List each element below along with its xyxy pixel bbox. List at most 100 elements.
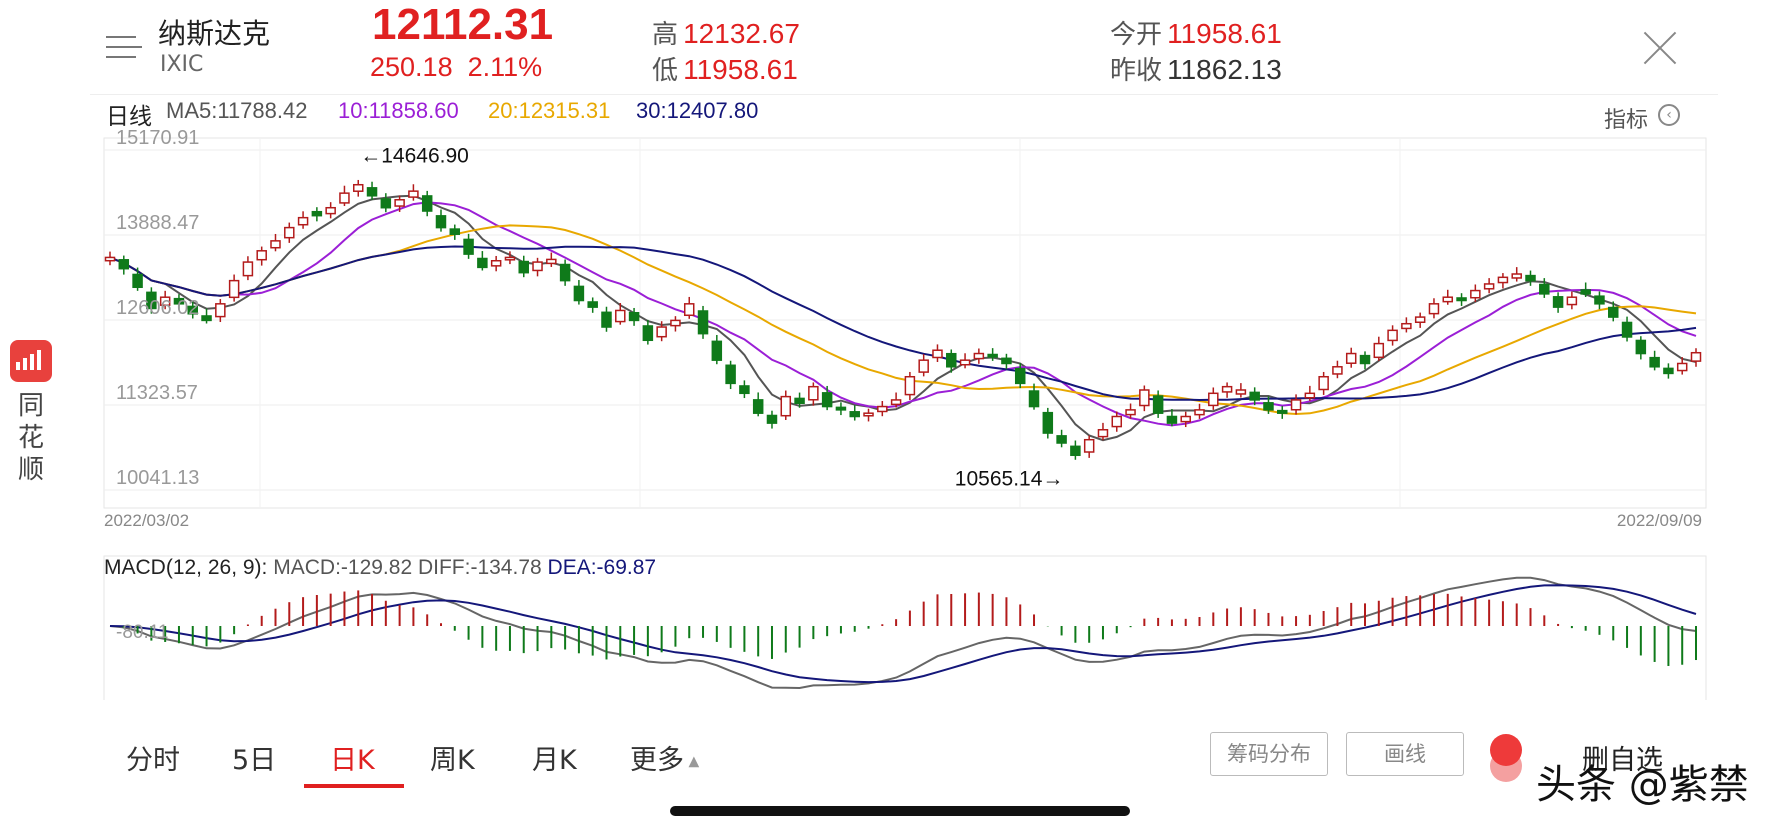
- candle-body: [1456, 297, 1467, 302]
- y-tick-label: 13888.47: [116, 212, 199, 234]
- candle-body: [1097, 429, 1109, 438]
- dea-line: [109, 584, 1697, 684]
- candle-body: [215, 303, 226, 318]
- candle-body: [1304, 392, 1316, 399]
- ma10-line: [109, 201, 1697, 427]
- sidebar-label: 同花顺: [17, 391, 44, 485]
- candle-body: [490, 259, 502, 267]
- chevron-left-icon[interactable]: ‹: [1658, 104, 1680, 126]
- candle-body: [1511, 273, 1522, 279]
- candle-body: [656, 326, 667, 338]
- candle-body: [1649, 356, 1660, 368]
- record-icon[interactable]: [1490, 734, 1522, 766]
- candle-body: [132, 273, 143, 289]
- candle-body: [904, 375, 916, 396]
- index-name: 纳斯达克: [158, 17, 271, 50]
- candle-body: [835, 406, 847, 411]
- price-change: 250.18 2.11%: [370, 52, 542, 83]
- candle-body: [628, 311, 640, 322]
- candle-body: [1014, 367, 1026, 385]
- low-annotation: 10565.14→: [955, 467, 1064, 490]
- candle-body: [1635, 339, 1647, 355]
- candle-body: [394, 199, 405, 207]
- candle-body: [1497, 276, 1509, 284]
- tab-intraday[interactable]: 分时: [126, 745, 180, 776]
- candle-body: [559, 263, 571, 282]
- tab-5day[interactable]: 5日: [232, 745, 277, 776]
- candle-body: [932, 349, 943, 359]
- candle-body: [808, 385, 819, 401]
- candle-body: [1235, 389, 1247, 395]
- candle-body: [1387, 329, 1398, 342]
- open-stat: 今开 11958.61: [1110, 14, 1282, 51]
- tab-weekly-k[interactable]: 周K: [430, 745, 475, 776]
- candle-body: [1249, 391, 1260, 401]
- candle-body: [1525, 274, 1536, 282]
- candle-body: [918, 359, 929, 373]
- high-annotation: ←14646.90: [360, 145, 469, 168]
- candle-body: [104, 256, 116, 262]
- candle-body: [1345, 352, 1357, 364]
- candle-body: [1552, 296, 1564, 308]
- draw-line-button[interactable]: 画线: [1346, 732, 1464, 776]
- y-tick-label: 15170.91: [116, 127, 199, 149]
- candle-body: [1690, 351, 1702, 362]
- candle-body: [270, 240, 281, 249]
- low-stat: 低 11958.61: [652, 50, 798, 87]
- candle-body: [146, 291, 157, 310]
- candle-body: [1539, 283, 1550, 295]
- prev-close-stat: 昨收 11862.13: [1110, 50, 1282, 87]
- y-tick-label: 11323.57: [116, 382, 198, 404]
- chips-distribution-button[interactable]: 筹码分布: [1210, 732, 1328, 776]
- candle-body: [297, 216, 309, 226]
- candle-body: [863, 412, 874, 417]
- low-label: 低: [652, 56, 679, 86]
- candle-body: [739, 385, 750, 395]
- tonghuashun-sidebar[interactable]: 同花顺: [10, 340, 52, 486]
- candle-body: [1608, 306, 1619, 318]
- candle-body: [794, 397, 805, 404]
- tab-more-label: 更多: [630, 745, 684, 776]
- candle-body: [849, 411, 860, 418]
- watermark: 头条 @紫禁: [1536, 762, 1749, 808]
- tab-monthly-k[interactable]: 月K: [532, 745, 577, 776]
- candle-body: [1277, 409, 1288, 414]
- candle-body: [1263, 402, 1274, 411]
- high-stat: 高 12132.67: [652, 14, 800, 51]
- candle-body: [1194, 409, 1205, 416]
- tab-daily-k[interactable]: 日K: [330, 745, 375, 776]
- remove-favorite-button[interactable]: 删自选: [1582, 745, 1663, 776]
- y-tick-label: 10041.13: [116, 467, 199, 489]
- macd-y-tick: -80.11: [116, 622, 168, 643]
- candle-body: [1470, 289, 1481, 299]
- candle-body: [1125, 409, 1136, 416]
- menu-icon[interactable]: [106, 34, 142, 62]
- candle-body: [1580, 289, 1591, 295]
- candle-body: [1566, 296, 1578, 306]
- candle-body: [1676, 362, 1688, 372]
- candle-body: [1166, 415, 1178, 424]
- candle-body: [1083, 438, 1095, 453]
- candle-body: [1663, 367, 1674, 375]
- candle-body: [1359, 354, 1371, 365]
- candle-body: [780, 395, 792, 417]
- tab-more[interactable]: 更多 ▲: [630, 738, 699, 777]
- indicator-button[interactable]: 指标: [1604, 108, 1649, 133]
- kline-chart[interactable]: 15170.91 13888.47 12606.02 11323.57 10041.13…: [0, 0, 1792, 700]
- macd-label: MACD(12, 26, 9): MACD:-129.82 DIFF:-134.…: [104, 556, 656, 579]
- candle-body: [118, 259, 130, 270]
- candle-body: [352, 183, 364, 192]
- ma10-value: 10:11858.60: [338, 98, 459, 123]
- prev-close-value: 11862.13: [1167, 54, 1282, 85]
- candle-body: [449, 228, 461, 235]
- candle-body: [697, 310, 709, 335]
- candle-body: [1483, 283, 1495, 290]
- candle-body: [725, 364, 736, 385]
- candle-body: [1152, 395, 1164, 414]
- candle-body: [877, 405, 888, 413]
- candle-body: [228, 279, 240, 299]
- candle-body: [1290, 399, 1302, 411]
- candle-body: [532, 261, 543, 272]
- candle-body: [1318, 375, 1329, 391]
- candle-body: [959, 359, 971, 366]
